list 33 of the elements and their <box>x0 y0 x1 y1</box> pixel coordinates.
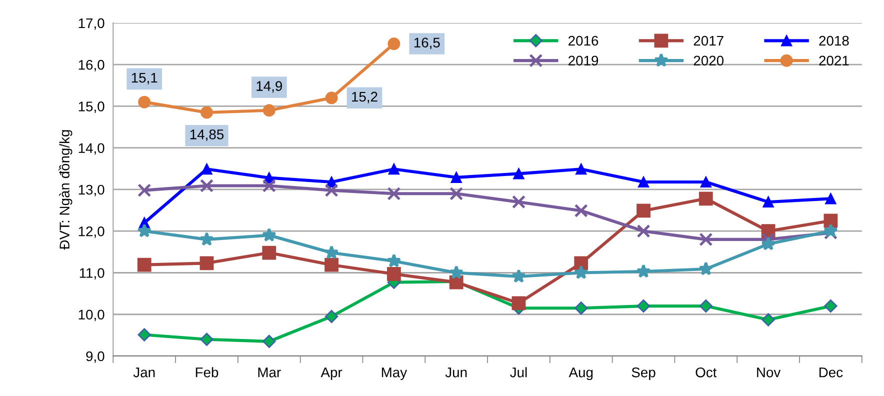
x-tick-label: Mar <box>258 368 281 378</box>
x-tick-label: Oct <box>696 367 717 378</box>
x-tick-label: Jan <box>133 368 155 378</box>
x-tick-label: May <box>382 368 408 380</box>
x-tick-label: Sep <box>632 367 656 380</box>
y-tick-label: 10,0 <box>78 310 104 322</box>
y-tick-label: 11,0 <box>80 268 104 280</box>
legend-label: 2019 <box>568 56 598 66</box>
legend-label: 2018 <box>819 36 849 46</box>
data-label: 15,1 <box>132 72 158 84</box>
y-tick-label: 13,0 <box>78 184 104 196</box>
legend-label: 2016 <box>568 36 598 46</box>
data-label: 16,5 <box>414 38 440 50</box>
data-label: 14,85 <box>190 130 224 141</box>
legend-label: 2017 <box>694 36 724 46</box>
legend-label: 2021 <box>819 56 849 66</box>
y-tick-label: 15,0 <box>78 102 104 114</box>
y-tick-label: 17,0 <box>78 18 104 30</box>
y-tick-label: 12,0 <box>78 226 104 238</box>
legend-label: 2020 <box>694 56 724 66</box>
data-label: 14,9 <box>256 81 282 93</box>
y-tick-label: 14,0 <box>78 143 104 155</box>
x-tick-label: Jun <box>445 368 467 378</box>
x-tick-label: Jul <box>510 367 527 378</box>
y-axis-title: ĐVT: Ngàn đồng/kg <box>58 130 72 250</box>
x-tick-label: Dec <box>819 368 843 378</box>
y-tick-label: 16,0 <box>78 60 104 72</box>
y-tick-label: 9,0 <box>86 351 104 363</box>
x-tick-label: Feb <box>196 367 218 378</box>
x-tick-label: Aug <box>568 368 593 380</box>
x-tick-label: Nov <box>757 368 781 378</box>
data-label: 15,2 <box>352 92 378 104</box>
x-tick-label: Apr <box>320 368 342 380</box>
